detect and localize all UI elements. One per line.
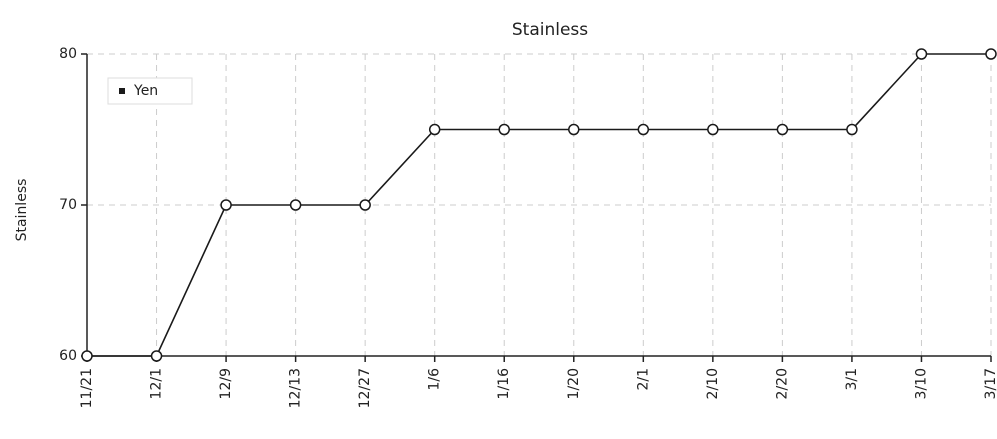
legend-swatch bbox=[119, 88, 125, 94]
x-tick-label: 1/20 bbox=[566, 368, 582, 399]
data-point bbox=[428, 123, 441, 136]
legend-label: Yen bbox=[133, 83, 158, 99]
y-axis-title: Stainless bbox=[14, 179, 30, 242]
data-point bbox=[359, 199, 371, 211]
x-tick-label: 1/16 bbox=[496, 368, 512, 400]
x-tick-label: 2/1 bbox=[635, 368, 651, 391]
x-tick-label: 12/1 bbox=[149, 368, 165, 399]
x-tick-label: 12/27 bbox=[357, 368, 373, 408]
series-line bbox=[87, 53, 991, 357]
x-tick-label: 3/17 bbox=[983, 368, 997, 399]
x-tick-label: 12/9 bbox=[218, 368, 234, 399]
y-tick-label: 70 bbox=[59, 197, 77, 213]
data-point bbox=[568, 123, 580, 136]
x-tick-label: 3/10 bbox=[913, 368, 929, 399]
x-tick-label: 1/6 bbox=[427, 368, 443, 391]
legend: Yen bbox=[107, 77, 193, 105]
y-tick-label: 80 bbox=[59, 46, 77, 62]
x-tick-label: 3/1 bbox=[844, 368, 860, 391]
data-point bbox=[985, 48, 997, 60]
data-point bbox=[637, 123, 650, 136]
data-point bbox=[81, 350, 93, 362]
x-tick-label: 2/10 bbox=[705, 368, 721, 399]
x-tick-label: 11/21 bbox=[79, 368, 95, 408]
data-point bbox=[846, 123, 858, 136]
data-point bbox=[150, 350, 163, 362]
x-tick-label: 2/20 bbox=[774, 368, 790, 399]
chart-title: Stainless bbox=[512, 20, 588, 40]
data-point bbox=[776, 123, 789, 136]
x-tick-label: 12/13 bbox=[288, 368, 304, 408]
data-point bbox=[220, 199, 232, 211]
data-point bbox=[915, 48, 928, 60]
data-point bbox=[707, 123, 719, 136]
y-tick-label: 60 bbox=[59, 348, 77, 364]
data-point bbox=[498, 123, 510, 136]
data-point bbox=[289, 199, 302, 211]
